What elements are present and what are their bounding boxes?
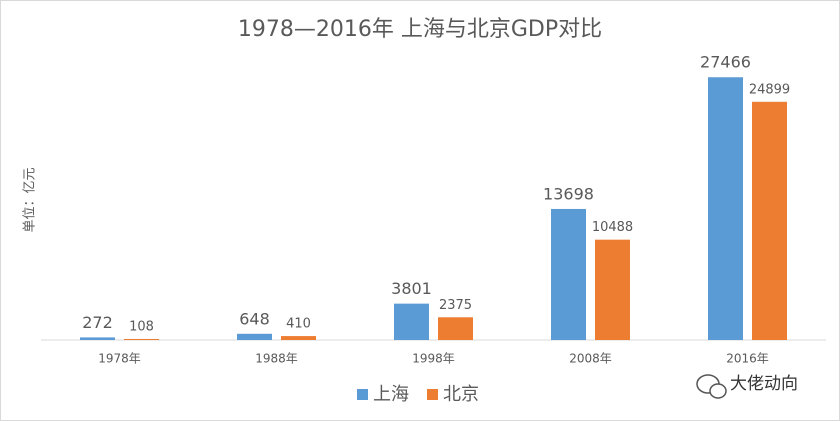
bar (281, 336, 316, 340)
x-tick-label: 1988年 (255, 352, 298, 366)
data-label: 10488 (592, 220, 633, 235)
y-axis-label: 单位：亿元 (23, 167, 38, 232)
bar (80, 337, 115, 340)
bar (394, 303, 429, 340)
bar (551, 208, 586, 340)
chart-title: 1978—2016年 上海与北京GDP对比 (238, 17, 602, 42)
data-label: 2375 (439, 298, 472, 313)
data-label: 272 (82, 313, 113, 332)
bar (438, 317, 473, 340)
bar (752, 101, 787, 341)
watermark-text: 大佬动向 (730, 374, 798, 394)
data-label: 3801 (391, 279, 432, 298)
data-label: 410 (286, 317, 311, 332)
legend-swatch (427, 389, 438, 400)
x-tick-label: 1978年 (98, 352, 141, 366)
bar (124, 338, 159, 340)
watermark: 大佬动向 (696, 374, 798, 399)
watermark-icon (709, 383, 727, 399)
data-label: 27466 (700, 53, 751, 72)
legend-label: 上海 (373, 384, 409, 405)
data-label: 108 (129, 319, 154, 334)
bar (595, 239, 630, 340)
legend-swatch (357, 389, 368, 400)
x-tick-label: 2016年 (726, 352, 769, 366)
bar (708, 77, 743, 340)
bar (237, 333, 272, 340)
x-tick-label: 2008年 (569, 352, 612, 366)
data-label: 13698 (543, 184, 594, 203)
legend-label: 北京 (443, 384, 479, 405)
data-label: 648 (239, 309, 270, 328)
x-tick-label: 1998年 (412, 352, 455, 366)
data-label: 24899 (749, 82, 790, 97)
